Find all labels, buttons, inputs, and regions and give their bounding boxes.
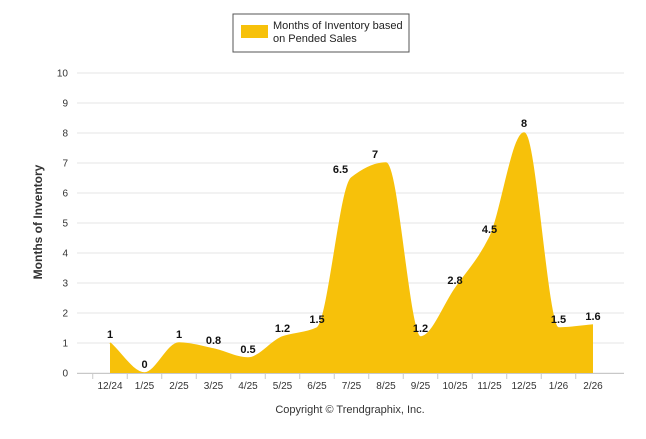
x-tick-label-5-25: 5/25 [273,381,293,392]
data-label-12-24: 1 [107,329,113,341]
x-tick-label-1-26: 1/26 [549,381,569,392]
data-labels: 1 0 1 0.8 0.5 1.2 1.5 6.5 7 1.2 2.8 4.5 8 1.5 1.6 [107,118,601,371]
x-tick-label-1-25: 1/25 [135,381,155,392]
x-tick-label-3-25: 3/25 [204,381,224,392]
x-tick-label-12-25: 12/25 [511,381,536,392]
data-label-1-25: 0 [141,359,147,371]
x-tick-label-12-24: 12/24 [97,381,122,392]
data-label-9-25: 1.2 [413,323,428,335]
x-tick-label-2-26: 2/26 [583,381,603,392]
y-tick-label-5: 5 [62,219,68,230]
x-tick-labels: 12/24 1/25 2/25 3/25 4/25 5/25 6/25 7/25 8/25 9/2… [97,381,603,392]
y-axis-label: Months of Inventory [31,164,45,279]
x-tick-label-7-25: 7/25 [342,381,362,392]
y-tick-label-2: 2 [62,309,68,320]
y-tick-label-8: 8 [62,129,68,140]
y-tick-label-3: 3 [62,279,68,290]
x-tick-label-10-25: 10/25 [442,381,467,392]
y-tick-label-4: 4 [62,249,68,260]
legend[interactable]: Months of Inventory based on Pended Sale… [232,13,410,53]
y-tick-label-1: 1 [62,339,68,350]
y-tick-label-6: 6 [62,189,68,200]
data-label-11-25: 4.5 [482,224,497,236]
x-tick-label-4-25: 4/25 [238,381,258,392]
data-label-1-26: 1.5 [551,314,566,326]
copyright-text: Copyright © Trendgraphix, Inc. [275,404,424,416]
x-tick-label-2-25: 2/25 [169,381,189,392]
y-tick-label-10: 10 [57,69,69,80]
y-tick-labels: 0 1 2 3 4 5 6 7 8 9 10 [57,69,69,380]
y-tick-label-9: 9 [62,99,68,110]
data-label-2-26: 1.6 [585,311,600,323]
data-label-5-25: 1.2 [275,323,290,335]
data-label-10-25: 2.8 [447,275,462,287]
data-label-3-25: 0.8 [206,335,221,347]
data-label-6-25: 1.5 [309,314,324,326]
series-line [109,132,594,374]
legend-swatch [241,25,268,38]
x-tick-label-6-25: 6/25 [307,381,327,392]
series-area-layer [109,132,594,374]
data-label-2-25: 1 [176,329,182,341]
legend-label-line-2: on Pended Sales [273,33,357,45]
data-label-4-25: 0.5 [240,344,255,356]
x-tick-label-8-25: 8/25 [376,381,396,392]
x-tick-label-11-25: 11/25 [477,381,502,392]
data-label-12-25: 8 [521,118,527,130]
data-label-8-25: 7 [372,149,378,161]
x-tick-label-9-25: 9/25 [411,381,431,392]
data-label-7-25: 6.5 [333,164,348,176]
legend-label-line-1: Months of Inventory based [273,20,403,32]
y-tick-label-7: 7 [62,159,68,170]
series-area [110,133,593,373]
y-tick-label-0: 0 [62,369,68,380]
axes [77,373,624,379]
